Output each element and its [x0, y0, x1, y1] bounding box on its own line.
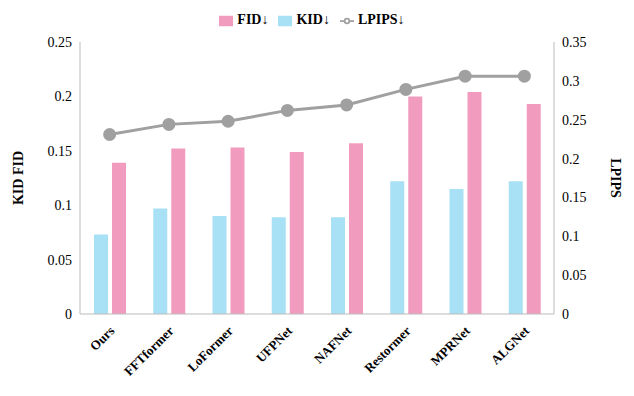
html-text:LPIPS↓: LPIPS↓ — [357, 12, 405, 27]
svg-text:0.2: 0.2 — [562, 152, 580, 167]
svg-text:LPIPS: LPIPS — [608, 158, 623, 198]
svg-text:0.15: 0.15 — [48, 144, 73, 159]
svg-text:0.25: 0.25 — [562, 113, 587, 128]
svg-text:Ours: Ours — [87, 323, 118, 354]
html-text:KID↓: KID↓ — [296, 12, 330, 27]
svg-text:MPRNet: MPRNet — [428, 323, 474, 369]
svg-text:0.3: 0.3 — [562, 74, 580, 89]
svg-text:FFTformer: FFTformer — [121, 323, 177, 379]
svg-text:0.25: 0.25 — [48, 35, 73, 50]
svg-text:UFPNet: UFPNet — [253, 323, 296, 366]
svg-text:0.05: 0.05 — [48, 253, 73, 268]
svg-text:0: 0 — [65, 307, 72, 322]
svg-text:0.15: 0.15 — [562, 190, 587, 205]
svg-text:ALGNet: ALGNet — [488, 323, 533, 368]
html-text:FID↓: FID↓ — [237, 12, 269, 27]
svg-text:KID FID: KID FID — [11, 151, 26, 205]
svg-text:NAFNet: NAFNet — [311, 323, 355, 367]
svg-text:Restormer: Restormer — [361, 323, 414, 376]
svg-text:0.1: 0.1 — [55, 198, 73, 213]
svg-text:0.35: 0.35 — [562, 35, 587, 50]
svg-text:0.1: 0.1 — [562, 229, 580, 244]
svg-text:0.05: 0.05 — [562, 268, 587, 283]
svg-text:LoFormer: LoFormer — [184, 323, 236, 375]
svg-text:0.2: 0.2 — [55, 89, 73, 104]
svg-text:0: 0 — [562, 307, 569, 322]
